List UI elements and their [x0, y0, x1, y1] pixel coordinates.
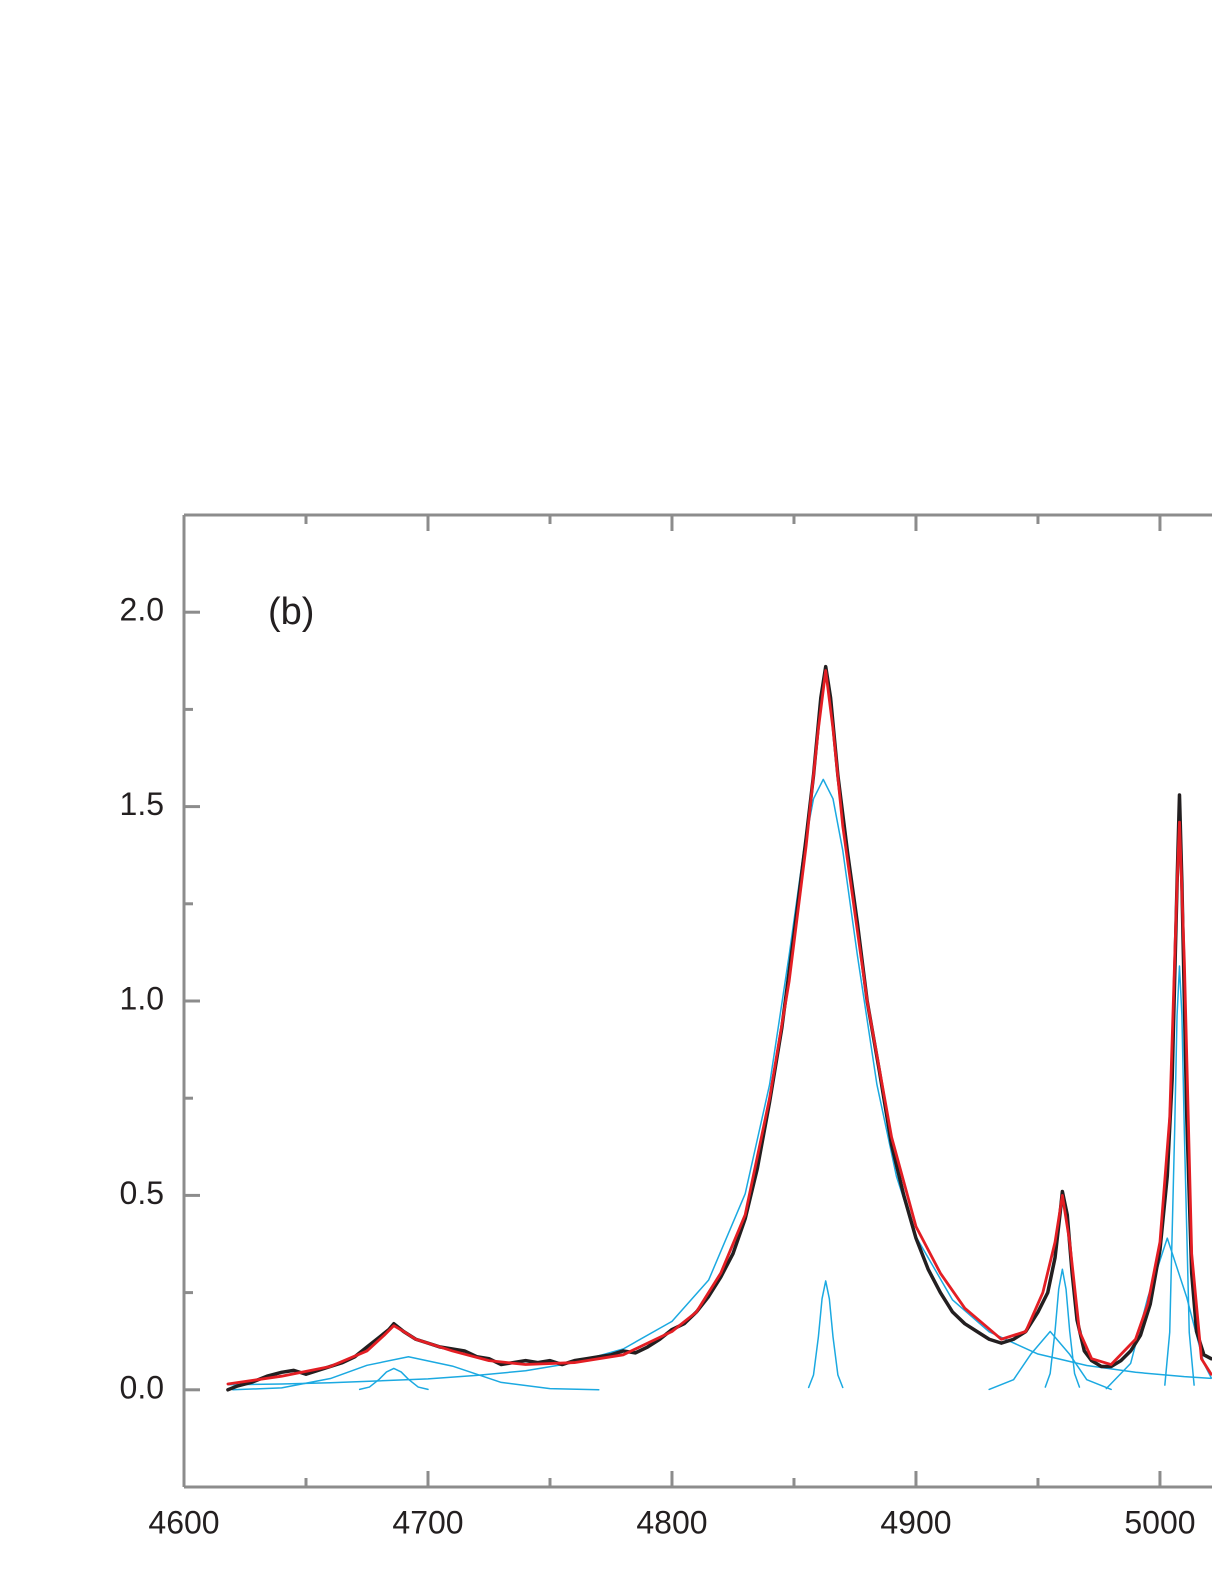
x-tick-label: 4700	[392, 1504, 463, 1540]
series-line	[1044, 1268, 1081, 1388]
x-tick-label: 4900	[880, 1504, 951, 1540]
series-line	[358, 1367, 429, 1391]
x-tick-label: 5000	[1124, 1504, 1195, 1540]
axes	[182, 513, 1212, 1489]
y-tick-label: 0.5	[120, 1175, 164, 1211]
x-tick-label: 4800	[636, 1504, 707, 1540]
y-tick-label: 2.0	[120, 592, 164, 628]
series-line	[227, 778, 1212, 1386]
series-line	[807, 1280, 844, 1389]
series-line	[988, 1330, 1112, 1391]
y-tick-label: 1.0	[120, 980, 164, 1016]
series-line	[226, 664, 1212, 1392]
y-tick-label: 0.0	[120, 1369, 164, 1405]
series-line	[1164, 965, 1195, 1386]
panel-label: (b)	[268, 591, 314, 633]
series-line	[226, 669, 1212, 1386]
plot-area	[226, 664, 1212, 1392]
y-tick-label: 1.5	[120, 786, 164, 822]
x-tick-label: 4600	[148, 1504, 219, 1540]
series-line	[232, 1356, 600, 1391]
